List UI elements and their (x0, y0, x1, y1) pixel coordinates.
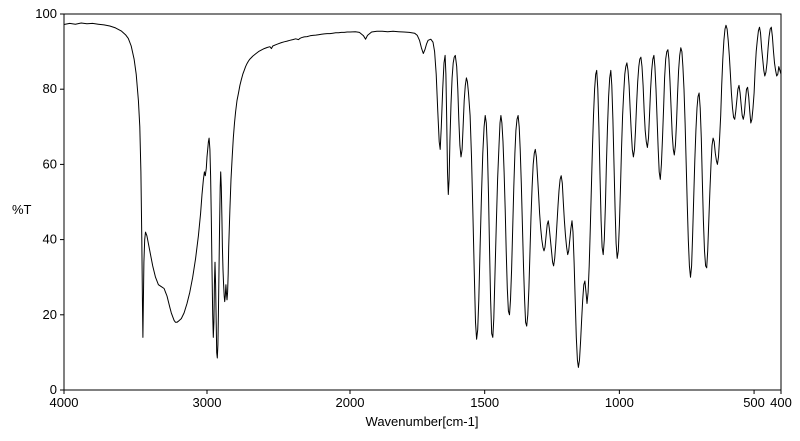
y-tick-label: 40 (43, 232, 57, 247)
x-tick-label: 1000 (605, 395, 634, 410)
y-tick-label: 100 (35, 6, 57, 21)
x-axis-label: Wavenumber[cm-1] (365, 414, 479, 429)
y-tick-label: 0 (50, 382, 57, 397)
y-tick-label: 20 (43, 307, 57, 322)
x-tick-label: 400 (770, 395, 792, 410)
y-tick-label: 60 (43, 156, 57, 171)
x-tick-label: 1500 (470, 395, 499, 410)
spectrum-trace (63, 22, 782, 368)
y-tick-label: 80 (43, 81, 57, 96)
x-tick-label: 4000 (50, 395, 79, 410)
x-tick-label: 3000 (193, 395, 222, 410)
y-axis-label: %T (12, 202, 32, 217)
x-tick-label: 2000 (336, 395, 365, 410)
x-tick-label: 500 (743, 395, 765, 410)
